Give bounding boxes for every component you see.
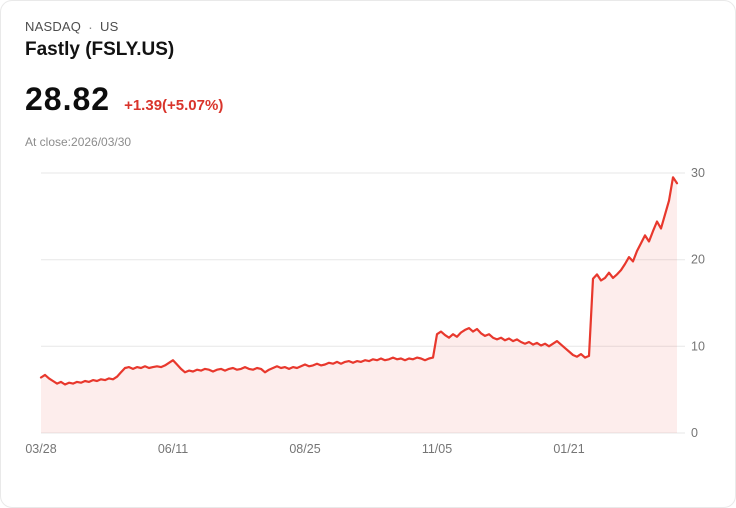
current-price: 28.82 xyxy=(25,81,111,117)
at-close-label: At close:2026/03/30 xyxy=(25,135,132,149)
x-axis-label-03/28: 03/28 xyxy=(25,442,56,456)
x-axis-label-11/05: 11/05 xyxy=(422,442,452,456)
x-axis-label-08/25: 08/25 xyxy=(289,442,320,456)
exchange-row: NASDAQ · US xyxy=(25,19,711,34)
price-chart[interactable]: 0 10 20 30 03/28 06/11 08/25 11/05 01/21 xyxy=(25,157,711,466)
price-area-fill xyxy=(41,177,677,433)
y-axis-label-20: 20 xyxy=(691,253,705,267)
y-axis-label-0: 0 xyxy=(691,426,698,440)
y-axis-label-30: 30 xyxy=(691,166,705,180)
chart-svg[interactable]: 0 10 20 30 03/28 06/11 08/25 11/05 01/21 xyxy=(25,157,713,461)
exchange-name: NASDAQ xyxy=(25,19,82,34)
price-change: +1.39(+5.07%) xyxy=(124,97,224,114)
price-line xyxy=(39,176,679,386)
y-axis-label-10: 10 xyxy=(691,339,705,353)
x-axis-label-06/11: 06/11 xyxy=(158,442,188,456)
exchange-region: US xyxy=(99,19,119,34)
price-row: 28.82 +1.39(+5.07%) xyxy=(25,81,711,118)
stock-title: Fastly (FSLY.US) xyxy=(25,39,175,60)
x-axis-label-01/21: 01/21 xyxy=(553,442,584,456)
exchange-separator-dot: · xyxy=(88,18,93,35)
